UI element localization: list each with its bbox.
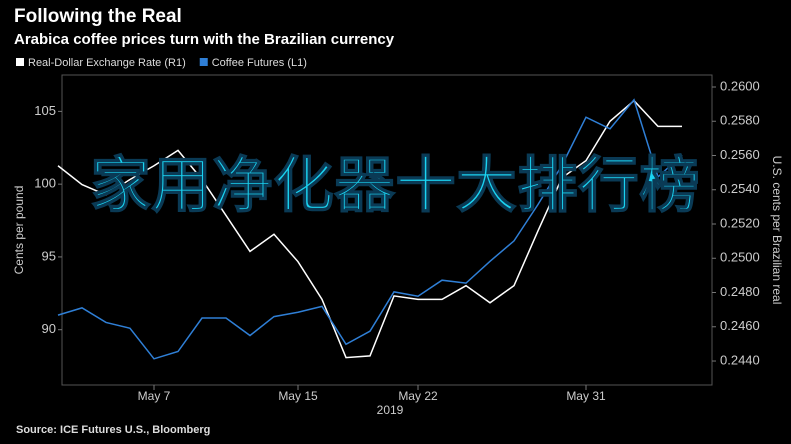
legend-label: Real-Dollar Exchange Rate (R1) (28, 57, 186, 69)
y2-tick-label: 0.2560 (720, 147, 760, 162)
y2-tick-label: 0.2480 (720, 284, 760, 299)
source: Source: ICE Futures U.S., Bloomberg (16, 424, 210, 436)
x-tick-label: May 22 (398, 389, 438, 403)
y2-tick-label: 0.2520 (720, 215, 760, 230)
overlay-text: 家用净化器十大排行榜 (90, 150, 701, 222)
x-axis-label: 2019 (377, 403, 404, 417)
y2-tick-label: 0.2600 (720, 78, 760, 93)
y2-tick-label: 0.2500 (720, 250, 760, 265)
y2-tick-label: 0.2580 (720, 113, 760, 128)
series-line (57, 99, 682, 359)
legend-swatch (199, 58, 208, 66)
legend-swatch (16, 58, 24, 66)
series-line (57, 98, 683, 360)
chart-title: Following the Real (14, 6, 182, 27)
y2-tick-label: 0.2440 (720, 352, 760, 367)
y2-axis-label: U.S. cents per Brazilian real (770, 156, 784, 305)
x-tick-label: May 7 (138, 389, 171, 403)
y2-tick-label: 0.2540 (720, 181, 760, 196)
y-tick-label: 90 (42, 321, 56, 336)
legend-label: Coffee Futures (L1) (212, 57, 307, 69)
y-tick-label: 95 (42, 248, 56, 263)
x-tick-label: May 15 (278, 389, 318, 403)
plot-frame (61, 74, 713, 386)
chart-subtitle: Arabica coffee prices turn with the Braz… (14, 31, 395, 48)
y-tick-label: 105 (34, 103, 56, 118)
y2-tick-label: 0.2460 (720, 318, 760, 333)
y-tick-label: 100 (34, 176, 56, 191)
y-axis-label: Cents per pound (12, 186, 26, 275)
x-tick-label: May 31 (566, 389, 606, 403)
